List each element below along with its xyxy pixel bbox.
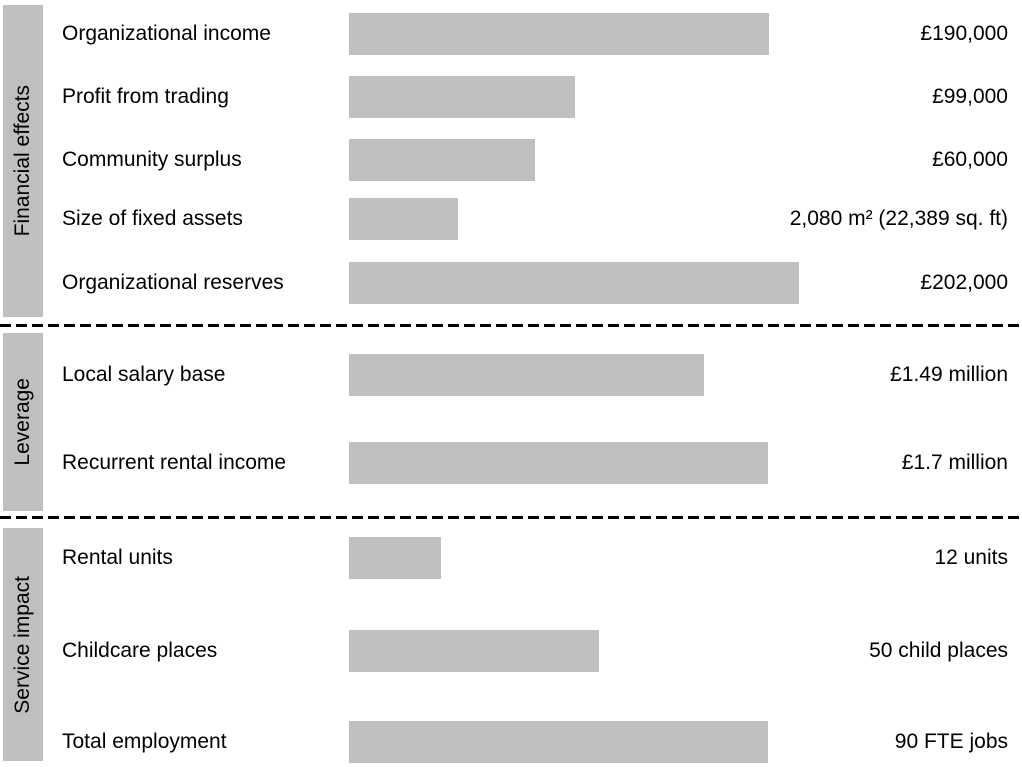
bar — [349, 13, 769, 55]
section-divider — [0, 324, 1022, 327]
chart-row: Organizational reserves £202,000 — [0, 262, 1022, 304]
bar — [349, 630, 599, 672]
chart-row: Size of fixed assets 2,080 m² (22,389 sq… — [0, 198, 1022, 240]
chart-row: Organizational income £190,000 — [0, 13, 1022, 55]
bar — [349, 354, 704, 396]
row-value: £1.49 million — [890, 363, 1008, 386]
section-divider — [0, 516, 1022, 519]
section-strip-service-impact: Service impact — [3, 528, 43, 761]
chart-row: Community surplus £60,000 — [0, 139, 1022, 181]
row-value: 90 FTE jobs — [894, 730, 1008, 753]
section-strip-financial-effects: Financial effects — [3, 5, 43, 317]
chart-row: Total employment 90 FTE jobs — [0, 721, 1022, 763]
bar — [349, 721, 768, 763]
bar — [349, 139, 535, 181]
bar — [349, 262, 799, 304]
bar — [349, 76, 575, 118]
row-label: Size of fixed assets — [62, 207, 243, 230]
chart-row: Childcare places 50 child places — [0, 630, 1022, 672]
row-value: 12 units — [934, 546, 1008, 569]
row-value: 2,080 m² (22,389 sq. ft) — [789, 207, 1008, 230]
row-label: Rental units — [62, 546, 173, 569]
bar — [349, 537, 441, 579]
row-value: £99,000 — [932, 85, 1008, 108]
chart-row: Local salary base £1.49 million — [0, 354, 1022, 396]
bar — [349, 442, 768, 484]
row-value: £1.7 million — [901, 451, 1008, 474]
chart-row: Rental units 12 units — [0, 537, 1022, 579]
row-label: Total employment — [62, 730, 227, 753]
row-label: Local salary base — [62, 363, 226, 386]
row-label: Profit from trading — [62, 85, 229, 108]
row-label: Organizational income — [62, 22, 271, 45]
row-value: £60,000 — [932, 148, 1008, 171]
row-label: Organizational reserves — [62, 271, 284, 294]
row-value: £202,000 — [920, 271, 1008, 294]
row-label: Recurrent rental income — [62, 451, 287, 474]
row-label: Childcare places — [62, 639, 218, 662]
bar — [349, 198, 458, 240]
section-strip-leverage: Leverage — [3, 333, 43, 511]
row-label: Community surplus — [62, 148, 242, 171]
chart-row: Recurrent rental income £1.7 million — [0, 442, 1022, 484]
row-value: £190,000 — [920, 22, 1008, 45]
chart-row: Profit from trading £99,000 — [0, 76, 1022, 118]
row-value: 50 child places — [869, 639, 1008, 662]
